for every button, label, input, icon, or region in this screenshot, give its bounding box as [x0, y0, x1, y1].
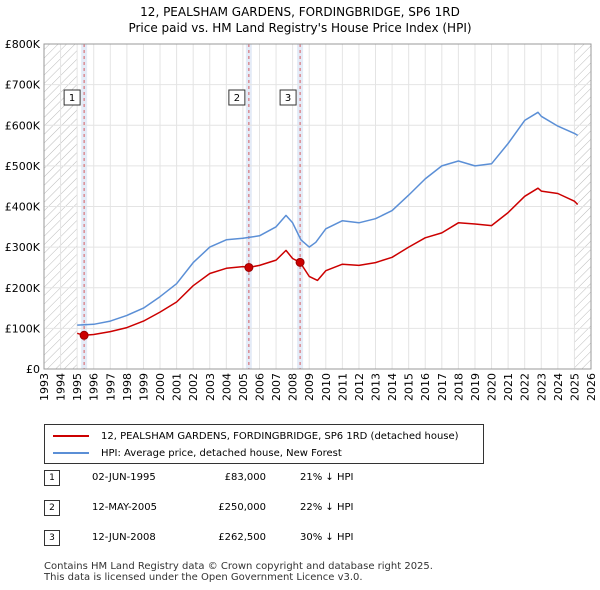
x-tick-label: 2005 — [237, 373, 250, 401]
x-tick-label: 2001 — [171, 373, 184, 401]
property-price-line — [76, 187, 579, 337]
y-tick-label: £100K — [5, 322, 41, 335]
sale-date: 12-JUN-2008 — [92, 532, 156, 543]
x-tick-label: 1997 — [104, 373, 117, 401]
legend-label-property: 12, PEALSHAM GARDENS, FORDINGBRIDGE, SP6… — [101, 430, 459, 442]
y-tick-label: £200K — [5, 282, 41, 295]
x-tick-label: 1993 — [38, 373, 51, 401]
x-tick-label: 1995 — [71, 373, 84, 401]
x-tick-label: 2014 — [386, 373, 399, 401]
x-tick-label: 2002 — [187, 373, 200, 401]
x-tick-label: 2009 — [303, 373, 316, 401]
x-tick-label: 2012 — [353, 373, 366, 401]
x-tick-label: 2016 — [419, 373, 432, 401]
x-tick-label: 1994 — [55, 373, 68, 401]
x-tick-label: 2004 — [220, 373, 233, 401]
sale-label-box — [228, 89, 246, 106]
footer: Contains HM Land Registry data © Crown c… — [44, 561, 433, 583]
sale-number-badge: 2 — [44, 500, 60, 516]
x-tick-label: 2017 — [436, 373, 449, 401]
title-line-1: 12, PEALSHAM GARDENS, FORDINGBRIDGE, SP6… — [140, 5, 460, 19]
x-tick-label: 2019 — [469, 373, 482, 401]
sale-label: 1 — [69, 93, 75, 104]
y-tick-label: £300K — [5, 241, 41, 254]
sale-hpi-diff: 22% ↓ HPI — [300, 502, 354, 513]
sale-hpi-diff: 30% ↓ HPI — [300, 532, 354, 543]
x-tick-label: 2021 — [502, 373, 515, 401]
price-chart: £0 £100K £200K £300K £400K £500K £600K £700K £80… — [5, 38, 598, 401]
sale-hpi-diff: 21% ↓ HPI — [300, 472, 354, 483]
sale-label-box — [63, 89, 81, 106]
x-tick-label: 2003 — [204, 373, 217, 401]
x-tick-label: 2025 — [568, 373, 581, 401]
x-tick-label: 2006 — [253, 373, 266, 401]
x-tick-label: 2008 — [287, 373, 300, 401]
x-tick-label: 2007 — [270, 373, 283, 401]
x-tick-label: 2026 — [585, 373, 598, 401]
legend-item-hpi: HPI: Average price, detached house, New … — [53, 445, 342, 461]
sale-number-badge: 3 — [44, 530, 60, 546]
x-tick-label: 2011 — [336, 373, 349, 401]
x-tick-label: 2013 — [370, 373, 383, 401]
sale-point — [79, 330, 89, 340]
sale-label: 3 — [285, 93, 291, 104]
x-tick-label: 2024 — [552, 373, 565, 401]
x-tick-label: 1996 — [88, 373, 101, 401]
sale-price: £83,000 — [224, 472, 266, 483]
sale-point — [244, 262, 254, 272]
x-tick-label: 1999 — [137, 373, 150, 401]
hpi-line — [77, 111, 579, 326]
y-tick-label: £800K — [5, 38, 41, 51]
sale-point — [295, 257, 305, 267]
sale-number-badge: 1 — [44, 470, 60, 486]
sale-price: £250,000 — [218, 502, 266, 513]
y-tick-label: £700K — [5, 79, 41, 92]
x-tick-label: 1998 — [121, 373, 134, 401]
table-row: 1 02-JUN-1995 £83,000 21% ↓ HPI — [44, 470, 444, 490]
table-row: 3 12-JUN-2008 £262,500 30% ↓ HPI — [44, 530, 444, 550]
x-tick-label: 2020 — [486, 373, 499, 401]
y-tick-label: £600K — [5, 119, 41, 132]
sale-label-box — [279, 89, 297, 106]
legend-item-property: 12, PEALSHAM GARDENS, FORDINGBRIDGE, SP6… — [53, 428, 459, 444]
y-tick-label: £500K — [5, 160, 41, 173]
legend-swatch-property — [53, 435, 89, 437]
title-line-2: Price paid vs. HM Land Registry's House … — [128, 21, 472, 35]
chart-title: 12, PEALSHAM GARDENS, FORDINGBRIDGE, SP6… — [0, 4, 600, 36]
x-tick-label: 2010 — [320, 373, 333, 401]
plot-frame — [43, 43, 592, 370]
sale-date: 12-MAY-2005 — [92, 502, 158, 513]
table-row: 2 12-MAY-2005 £250,000 22% ↓ HPI — [44, 500, 444, 520]
y-tick-label: £0 — [26, 363, 40, 376]
x-tick-label: 2018 — [452, 373, 465, 401]
sale-label: 2 — [234, 93, 240, 104]
legend-swatch-hpi — [53, 452, 89, 454]
legend-label-hpi: HPI: Average price, detached house, New … — [101, 447, 342, 459]
x-tick-label: 2000 — [154, 373, 167, 401]
sale-date: 02-JUN-1995 — [92, 472, 156, 483]
x-tick-label: 2015 — [403, 373, 416, 401]
footer-line-1: Contains HM Land Registry data © Crown c… — [44, 561, 433, 572]
x-tick-label: 2023 — [535, 373, 548, 401]
legend: 12, PEALSHAM GARDENS, FORDINGBRIDGE, SP6… — [44, 424, 484, 464]
sale-price: £262,500 — [218, 532, 266, 543]
y-tick-label: £400K — [5, 201, 41, 214]
footer-line-2: This data is licensed under the Open Gov… — [44, 572, 363, 583]
x-tick-label: 2022 — [519, 373, 532, 401]
